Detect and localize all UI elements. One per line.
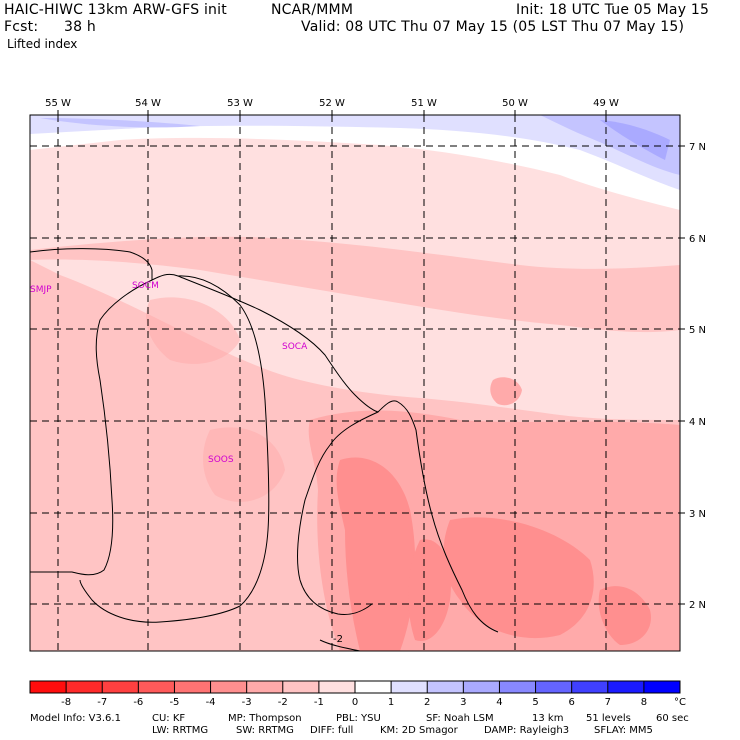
colorbar-swatch: [391, 681, 428, 693]
colorbar-swatch: [535, 681, 573, 693]
colorbar: [30, 681, 681, 693]
colorbar-swatch: [355, 681, 392, 693]
colorbar-unit: °C: [674, 697, 686, 708]
map-frame: [29, 114, 681, 652]
footer-timestep: 60 sec: [656, 713, 689, 724]
colorbar-swatch: [66, 681, 103, 693]
footer-pbl: PBL: YSU: [336, 713, 381, 724]
field-name: Lifted index: [7, 37, 78, 51]
footer-levels: 51 levels: [586, 713, 631, 724]
colorbar-tick-label: -5: [169, 697, 179, 708]
station-label-socm: SOCM: [132, 281, 159, 291]
colorbar-tick-label: 4: [496, 697, 502, 708]
footer-damp: DAMP: Rayleigh3: [484, 725, 570, 736]
lat-label-7n: 7 N: [689, 142, 706, 153]
colorbar-swatch: [210, 681, 248, 693]
colorbar-swatch: [246, 681, 284, 693]
lon-label-49w: 49 W: [593, 98, 619, 109]
model-title: HAIC-HIWC 13km ARW-GFS init: [4, 2, 227, 18]
colorbar-swatch: [643, 681, 681, 693]
lat-label-2n: 2 N: [689, 600, 706, 611]
colorbar-tick-label: -8: [61, 697, 71, 708]
contour-label: -2: [333, 634, 343, 645]
colorbar-tick-label: -6: [133, 697, 143, 708]
colorbar-swatch: [30, 681, 67, 693]
colorbar-swatch: [282, 681, 320, 693]
colorbar-swatch: [174, 681, 212, 693]
init-time: Init: 18 UTC Tue 05 May 15: [516, 2, 710, 18]
colorbar-tick-label: -7: [97, 697, 107, 708]
colorbar-tick-label: 7: [605, 697, 611, 708]
colorbar-tick-label: 3: [460, 697, 466, 708]
lon-label-54w: 54 W: [135, 98, 161, 109]
colorbar-swatch: [571, 681, 609, 693]
colorbar-tick-label: -1: [314, 697, 324, 708]
lat-label-4n: 4 N: [689, 417, 706, 428]
colorbar-tick-label: 1: [388, 697, 394, 708]
colorbar-swatch: [607, 681, 645, 693]
station-label-smjp: SMJP: [30, 285, 52, 295]
footer-shortwave: SW: RRTMG: [236, 725, 294, 736]
colorbar-tick-label: 2: [424, 697, 430, 708]
footer-sflay: SFLAY: MM5: [594, 725, 653, 736]
footer-microphysics: MP: Thompson: [228, 713, 302, 724]
lon-label-52w: 52 W: [319, 98, 345, 109]
valid-time: Valid: 08 UTC Thu 07 May 15 (05 LST Thu …: [301, 19, 685, 35]
colorbar-ticks: -8 -7 -6 -5 -4 -3 -2 -1 0 1 2 3 4 5 6 7 8: [61, 681, 647, 708]
forecast-hours: 38 h: [64, 19, 96, 35]
colorbar-tick-label: -3: [242, 697, 252, 708]
forecast-label: Fcst:: [4, 19, 39, 35]
colorbar-tick-label: 6: [568, 697, 574, 708]
footer-cumulus: CU: KF: [152, 713, 186, 724]
station-label-soca: SOCA: [282, 342, 308, 352]
colorbar-swatch: [138, 681, 175, 693]
footer-surface: SF: Noah LSM: [426, 713, 494, 724]
lon-label-53w: 53 W: [227, 98, 253, 109]
lat-label-6n: 6 N: [689, 234, 706, 245]
graticule: [30, 115, 680, 651]
colorbar-swatch: [463, 681, 500, 693]
footer-model-info: Model Info: V3.6.1: [30, 713, 121, 724]
footer-diffusion: DIFF: full: [310, 725, 354, 736]
colorbar-swatch: [318, 681, 356, 693]
lon-label-55w: 55 W: [45, 98, 71, 109]
colorbar-tick-label: 8: [641, 697, 647, 708]
lat-label-5n: 5 N: [689, 325, 706, 336]
lon-label-51w: 51 W: [411, 98, 437, 109]
colorbar-swatch: [102, 681, 139, 693]
footer-km: KM: 2D Smagor: [380, 725, 458, 736]
colorbar-tick-label: -2: [278, 697, 288, 708]
footer-resolution: 13 km: [532, 713, 564, 724]
lat-label-3n: 3 N: [689, 509, 706, 520]
station-label-soos: SOOS: [208, 455, 234, 465]
colorbar-tick-label: -4: [206, 697, 216, 708]
colorbar-swatch: [499, 681, 537, 693]
colorbar-tick-label: 0: [352, 697, 358, 708]
organization-label: NCAR/MMM: [271, 2, 354, 18]
colorbar-tick-label: 5: [532, 697, 538, 708]
tick-marks: [57, 110, 685, 605]
lon-label-50w: 50 W: [502, 98, 528, 109]
footer-longwave: LW: RRTMG: [152, 725, 209, 736]
shaded-field: [30, 115, 680, 651]
colorbar-swatch: [427, 681, 464, 693]
